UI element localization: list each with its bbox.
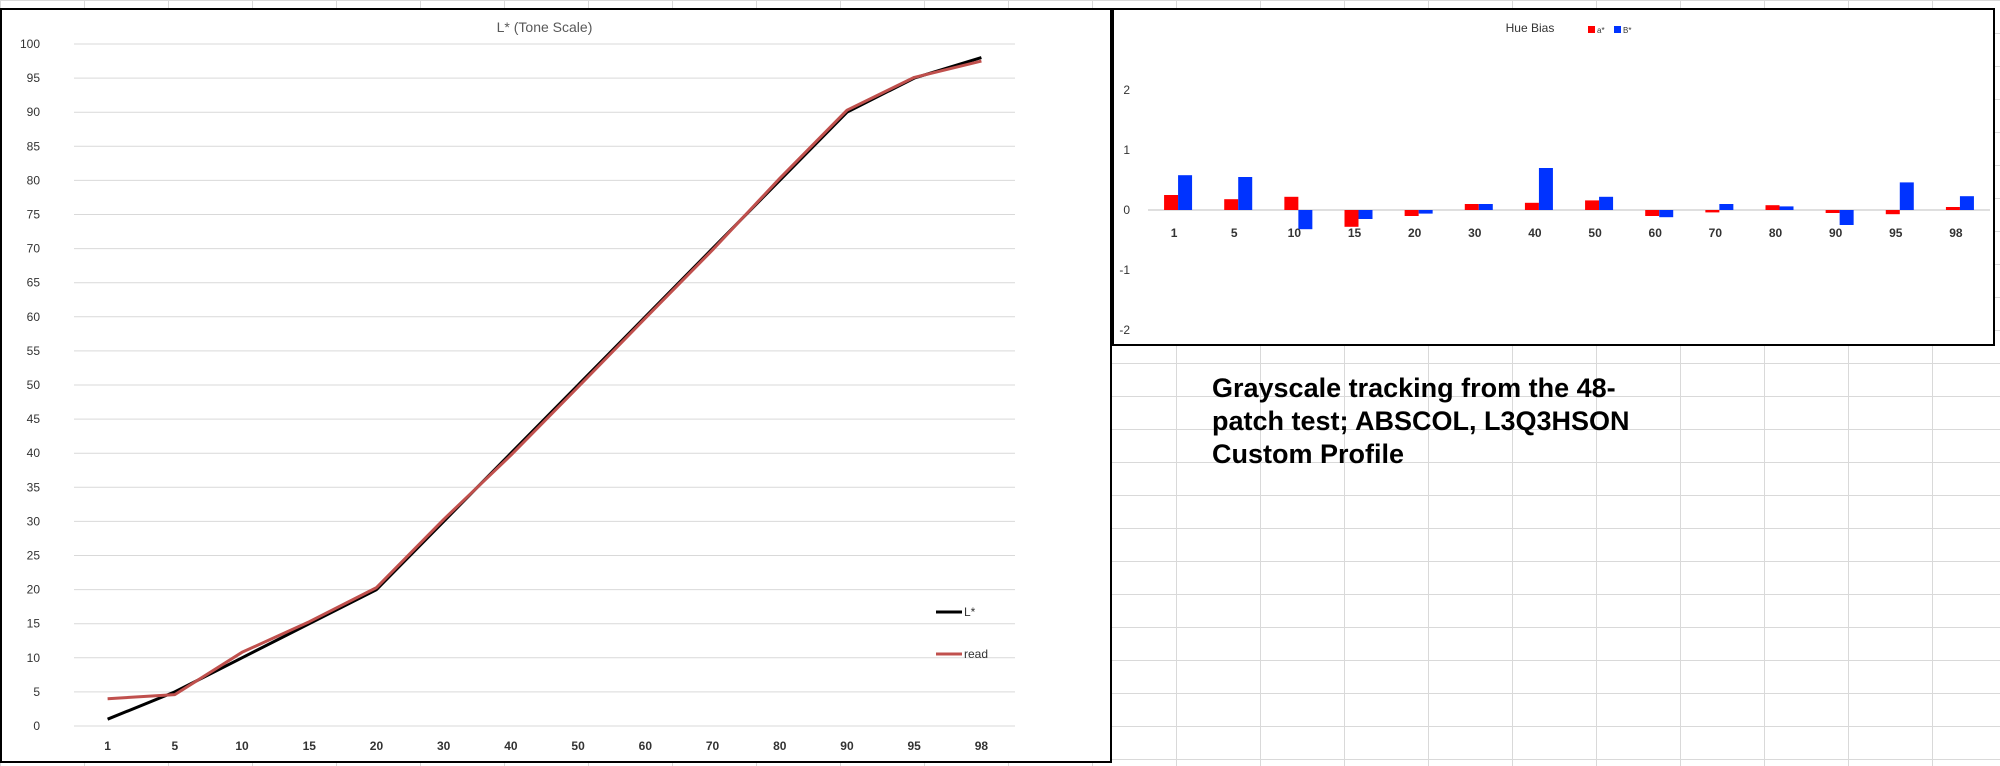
bar xyxy=(1825,210,1840,213)
bar xyxy=(1585,200,1600,210)
y-tick-label: 0 xyxy=(1123,203,1130,217)
x-tick-label: 70 xyxy=(1709,226,1723,240)
hue-bias-chart: Hue Bias a* B* -2 -1 0 1 2 1 5 10 15 20 30 40 50 60 70 80 9… xyxy=(1112,8,1995,346)
bar xyxy=(1358,210,1373,219)
bar xyxy=(1224,199,1239,210)
x-tick-label: 80 xyxy=(1769,226,1783,240)
series-line xyxy=(107,59,982,701)
x-tick-label: 60 xyxy=(639,739,653,753)
x-tick-label: 95 xyxy=(907,739,921,753)
bar xyxy=(1178,175,1193,210)
bar xyxy=(1719,204,1734,210)
y-tick-label: 20 xyxy=(27,583,41,597)
x-tick-label: 40 xyxy=(504,739,518,753)
y-tick-label: 2 xyxy=(1123,83,1130,97)
bar xyxy=(1659,210,1674,218)
x-tick-label: 30 xyxy=(1468,226,1482,240)
x-tick-label: 70 xyxy=(706,739,720,753)
x-tick-label: 20 xyxy=(370,739,384,753)
y-tick-label: 55 xyxy=(27,344,41,358)
x-tick-label: 50 xyxy=(571,739,585,753)
bar xyxy=(1885,210,1900,215)
tone-scale-plot: L* (Tone Scale)0510152025303540455055606… xyxy=(20,19,1015,753)
x-tick-label: 40 xyxy=(1528,226,1542,240)
bar xyxy=(1404,210,1419,216)
x-tick-label: 98 xyxy=(1949,226,1963,240)
y-tick-label: 45 xyxy=(27,412,41,426)
y-tick-label: -1 xyxy=(1119,263,1130,277)
y-tick-label: 25 xyxy=(27,549,41,563)
legend-label: read xyxy=(964,647,988,661)
x-tick-label: 10 xyxy=(1288,226,1302,240)
x-tick-label: 98 xyxy=(975,739,989,753)
y-tick-label: 70 xyxy=(27,242,41,256)
bar xyxy=(1945,207,1960,210)
bar xyxy=(1298,210,1313,230)
x-tick-label: 90 xyxy=(840,739,854,753)
x-tick-label: 10 xyxy=(235,739,249,753)
legend-label: a* xyxy=(1597,26,1605,35)
bar xyxy=(1418,210,1433,214)
y-tick-label: 40 xyxy=(27,446,41,460)
x-tick-label: 1 xyxy=(1171,226,1178,240)
bar xyxy=(1538,168,1553,210)
bar xyxy=(1645,210,1660,216)
y-tick-label: 0 xyxy=(33,719,40,733)
x-tick-label: 15 xyxy=(303,739,317,753)
bar xyxy=(1705,210,1720,213)
bar xyxy=(1599,196,1614,210)
bar xyxy=(1779,206,1794,210)
x-tick-label: 30 xyxy=(437,739,451,753)
y-tick-label: 85 xyxy=(27,139,41,153)
x-tick-label: 80 xyxy=(773,739,787,753)
y-tick-label: 75 xyxy=(27,208,41,222)
y-tick-label: 30 xyxy=(27,514,41,528)
legend-label: L* xyxy=(964,605,976,619)
x-tick-label: 15 xyxy=(1348,226,1362,240)
bar xyxy=(1478,204,1493,210)
y-tick-label: 80 xyxy=(27,173,41,187)
series-line xyxy=(107,56,982,721)
x-tick-label: 1 xyxy=(104,739,111,753)
y-tick-label: 1 xyxy=(1123,143,1130,157)
y-tick-label: -2 xyxy=(1119,323,1130,337)
bar xyxy=(1344,210,1359,227)
x-tick-label: 95 xyxy=(1889,226,1903,240)
x-tick-label: 50 xyxy=(1588,226,1602,240)
legend-swatch xyxy=(1614,26,1621,33)
bar xyxy=(1839,210,1854,225)
y-tick-label: 10 xyxy=(27,651,41,665)
x-tick-label: 20 xyxy=(1408,226,1422,240)
y-tick-label: 65 xyxy=(27,276,41,290)
y-tick-label: 50 xyxy=(27,378,41,392)
chart-caption: Grayscale tracking from the 48-patch tes… xyxy=(1212,373,1630,469)
bar xyxy=(1524,202,1539,210)
bar xyxy=(1284,196,1299,210)
bar xyxy=(1899,182,1914,210)
x-tick-label: 60 xyxy=(1649,226,1663,240)
y-tick-label: 60 xyxy=(27,310,41,324)
bar xyxy=(1464,204,1479,210)
bar xyxy=(1164,195,1179,210)
y-tick-label: 5 xyxy=(33,685,40,699)
bar xyxy=(1959,196,1974,210)
chart-title: L* (Tone Scale) xyxy=(497,19,593,35)
x-tick-label: 90 xyxy=(1829,226,1843,240)
y-tick-label: 35 xyxy=(27,480,41,494)
tone-scale-chart: L* (Tone Scale) 0 5 10 15 20 25 30 35 40 45 50 55 60 6… xyxy=(0,8,1112,763)
x-tick-label: 5 xyxy=(1231,226,1238,240)
bar xyxy=(1765,205,1780,210)
y-tick-label: 90 xyxy=(27,105,41,119)
y-tick-label: 15 xyxy=(27,617,41,631)
y-tick-label: 100 xyxy=(20,37,40,51)
legend-label: B* xyxy=(1623,26,1631,35)
y-tick-label: 95 xyxy=(27,71,41,85)
legend-swatch xyxy=(1588,26,1595,33)
chart-title: Hue Bias xyxy=(1506,21,1555,35)
x-tick-label: 5 xyxy=(171,739,178,753)
bar xyxy=(1238,177,1253,210)
